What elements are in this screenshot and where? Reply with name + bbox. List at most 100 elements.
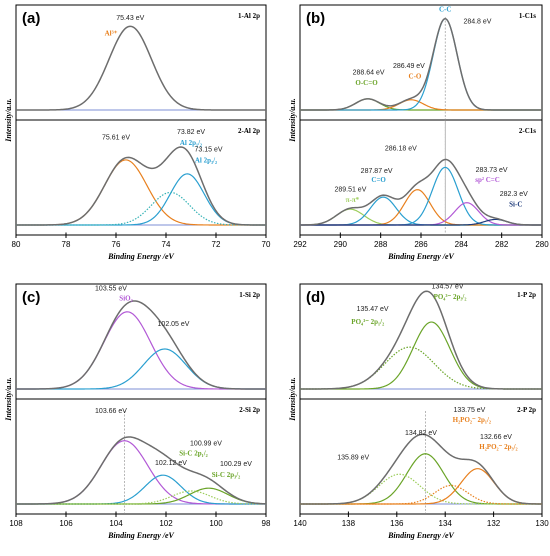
x-axis-title: Binding Energy /eV (387, 531, 454, 540)
x-tick-label: 108 (9, 519, 23, 528)
peak-energy-label: 73.15 eV (194, 147, 222, 154)
peak-label: C=O (371, 176, 386, 184)
x-axis-title: Binding Energy /eV (107, 252, 174, 261)
subplot-0: 1-P 2p 134.57 eV PO₄³⁻ 2p₃/₂ 135.47 eV PO₄³⁻… (300, 284, 542, 390)
xps-panel-3: (d) 140 138 136 134 132 130 Binding Energy /eV I… (288, 283, 549, 540)
panel-letter: (d) (306, 289, 325, 306)
peak-energy-label: 286.49 eV (393, 63, 425, 70)
component-curve (16, 487, 267, 505)
peak-energy-label: 289.51 eV (334, 187, 366, 194)
envelope-curve (300, 17, 542, 111)
panel-letter: (c) (22, 289, 40, 306)
peak-energy-label: 134.57 eV (432, 284, 464, 291)
x-tick-label: 74 (162, 240, 171, 249)
x-tick-label: 288 (374, 240, 388, 249)
envelope-curve (300, 290, 542, 390)
component-curve (300, 321, 542, 390)
x-tick-label: 286 (414, 240, 428, 249)
component-curve (16, 348, 266, 390)
y-axis-title: Intensity/a.u. (4, 377, 13, 422)
envelope-curve (16, 436, 267, 505)
x-tick-label: 98 (262, 519, 271, 528)
x-tick-label: 134 (439, 519, 453, 528)
peak-label: SiO₂ (119, 295, 132, 303)
component-curve (299, 208, 542, 226)
x-tick-label: 70 (262, 240, 271, 249)
component-curve (16, 191, 266, 226)
envelope-curve (16, 146, 266, 226)
peak-energy-label: 133.75 eV (453, 407, 485, 414)
subplot-title: 2-P 2p (517, 406, 536, 414)
peak-energy-label: 284.8 eV (463, 19, 491, 26)
subplot-1: 2-Al 2p 75.61 eV 73.82 eV Al 2p₁/₂73.15 eV A… (16, 127, 266, 226)
peak-energy-label: 75.61 eV (102, 134, 130, 141)
peak-energy-label: 283.73 eV (476, 167, 508, 174)
peak-energy-label: 100.29 eV (220, 461, 252, 468)
peak-energy-label: 100.99 eV (190, 440, 222, 447)
y-axis-title: Intensity/a.u. (288, 377, 297, 422)
xps-panel-2: (c) 108 106 104 102 100 98 Binding Energy /eV In… (4, 283, 271, 540)
peak-label: H₂PO₂⁻ 2p₁/₂ (453, 416, 491, 424)
peak-energy-label: 135.47 eV (357, 306, 389, 313)
subplot-title: 1-P 2p (517, 291, 536, 299)
peak-energy-label: 73.82 eV (177, 129, 205, 136)
peak-energy-label: 103.55 eV (95, 285, 127, 292)
component-curve (300, 99, 542, 111)
x-tick-label: 106 (59, 519, 73, 528)
peak-label: PO₄³⁻ 2p₁/₂ (351, 318, 384, 326)
component-curve (300, 346, 542, 390)
peak-label: O-C=O (355, 79, 378, 87)
peak-label: Si-C 2p₃/₂ (212, 471, 241, 479)
x-tick-label: 130 (535, 519, 549, 528)
x-tick-label: 282 (495, 240, 509, 249)
peak-label: C-O (409, 72, 422, 80)
x-tick-label: 72 (212, 240, 221, 249)
subplot-title: 1-Al 2p (238, 12, 260, 20)
x-tick-label: 76 (112, 240, 121, 249)
x-axis-title: Binding Energy /eV (107, 531, 174, 540)
peak-label: sp² C=C (475, 176, 500, 184)
x-axis-title: Binding Energy /eV (387, 252, 454, 261)
peak-energy-label: 134.82 eV (405, 430, 437, 437)
envelope-curve (299, 158, 542, 226)
peak-label: π-π* (346, 196, 360, 204)
x-tick-label: 292 (293, 240, 307, 249)
x-tick-label: 136 (390, 519, 404, 528)
peak-label: Al 2p₁/₂ (180, 139, 202, 147)
peak-label: C-C (439, 5, 451, 13)
x-tick-label: 104 (109, 519, 123, 528)
envelope-curve (300, 433, 542, 505)
x-tick-label: 132 (487, 519, 501, 528)
xps-panel-0: (a) 80 78 76 74 72 70 Binding Energy /eV Intensi… (4, 4, 271, 261)
peak-energy-label: 286.18 eV (385, 146, 417, 153)
subplot-title: 1-Si 2p (239, 291, 260, 299)
peak-energy-label: 102.12 eV (155, 460, 187, 467)
subplot-title: 2-C1s (519, 127, 536, 135)
peak-energy-label: 103.66 eV (95, 408, 127, 415)
component-curve (16, 311, 266, 390)
peak-label: Al³⁺ (105, 30, 118, 38)
subplot-title: 2-Si 2p (239, 406, 260, 414)
peak-energy-label: 135.89 eV (337, 454, 369, 461)
peak-energy-label: 132.66 eV (480, 434, 512, 441)
peak-energy-label: 288.64 eV (353, 70, 385, 77)
subplot-title: 2-Al 2p (238, 127, 260, 135)
peak-label: Al 2p₃/₂ (195, 157, 217, 165)
peak-energy-label: 282.3 eV (500, 191, 528, 198)
panel-letter: (a) (22, 10, 40, 27)
component-curve (16, 173, 266, 226)
peak-label: PO₄³⁻ 2p₃/₂ (434, 293, 467, 301)
x-tick-label: 100 (209, 519, 223, 528)
x-tick-label: 290 (334, 240, 348, 249)
peak-energy-label: 287.87 eV (361, 168, 393, 175)
peak-energy-label: 75.43 eV (116, 15, 144, 22)
subplot-0: 1-Al 2p 75.43 eV Al³⁺ (16, 12, 266, 111)
subplot-1: 2-P 2p 134.82 eV 133.75 eV H₂PO₂⁻ 2p₁/₂ 132.… (300, 406, 542, 514)
peak-energy-label: 102.05 eV (158, 321, 190, 328)
x-tick-label: 284 (455, 240, 469, 249)
peak-label: Si-C (509, 200, 522, 208)
x-tick-label: 140 (293, 519, 307, 528)
xps-panel-1: (b) 292 290 288 286 284 282 280 Binding Energy /… (288, 4, 549, 261)
subplot-0: 1-Si 2p 103.55 eV SiO₂ 102.05 eV (16, 285, 266, 390)
